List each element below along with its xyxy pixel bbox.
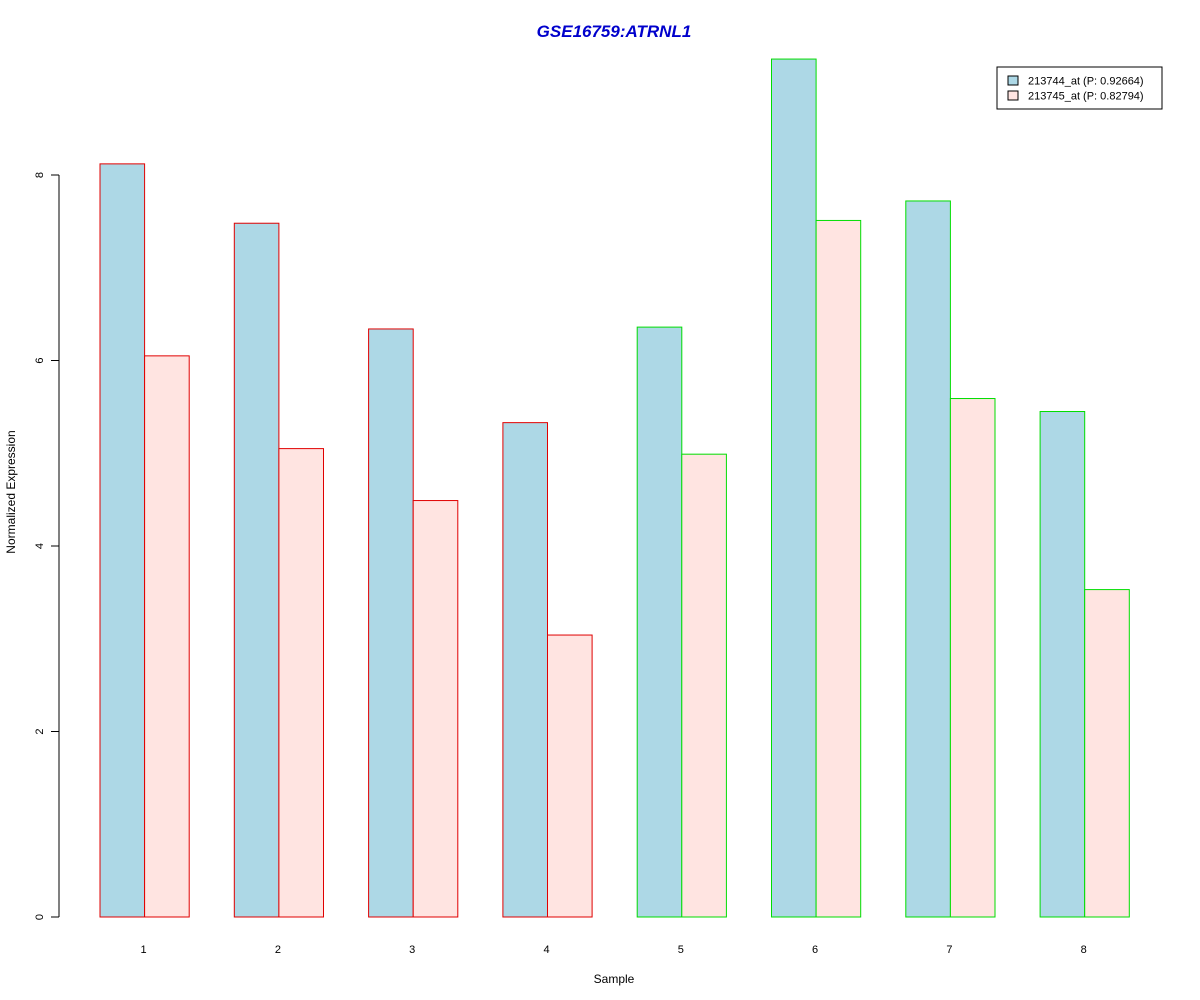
bar-sample-7-series-1 — [905, 200, 951, 918]
x-tick-label: 5 — [678, 944, 684, 956]
legend-label: 213745_at (P: 0.82794) — [1028, 91, 1144, 103]
x-tick-label: 4 — [543, 944, 549, 956]
bar-sample-4-series-1 — [502, 422, 548, 918]
bar-sample-1-series-1 — [99, 163, 146, 918]
bar-sample-3-series-1 — [368, 328, 414, 918]
x-tick-label: 2 — [275, 944, 281, 956]
y-tick-label: 2 — [34, 728, 46, 734]
x-tick-label: 3 — [409, 944, 415, 956]
bar-sample-5-series-1 — [636, 326, 683, 918]
bar-sample-6-series-2 — [815, 219, 862, 918]
y-tick-label: 4 — [34, 543, 46, 549]
x-tick-label: 7 — [946, 944, 952, 956]
y-axis-title: Normalized Expression — [4, 430, 18, 553]
x-tick-label: 1 — [141, 944, 147, 956]
bar-sample-7-series-2 — [949, 398, 996, 918]
x-tick-label: 6 — [812, 944, 818, 956]
legend-swatch — [1007, 75, 1019, 86]
y-tick-label: 6 — [34, 357, 46, 363]
y-axis: 0 2 4 6 8 — [34, 172, 60, 920]
chart-title: GSE16759:ATRNL1 — [537, 22, 692, 41]
bar-sample-5-series-2 — [681, 453, 727, 918]
bar-sample-6-series-1 — [771, 58, 817, 918]
bar-sample-1-series-2 — [144, 355, 190, 918]
x-axis-labels: 1 2 3 4 5 6 7 8 — [141, 944, 1087, 956]
x-tick-label: 8 — [1081, 944, 1087, 956]
bar-sample-8-series-2 — [1084, 589, 1130, 918]
bar-sample-2-series-2 — [278, 448, 324, 918]
legend: 213744_at (P: 0.92664) 213745_at (P: 0.82… — [996, 66, 1163, 110]
y-tick-label: 8 — [34, 172, 46, 178]
bar-sample-3-series-2 — [412, 500, 459, 918]
bar-sample-4-series-2 — [547, 634, 593, 918]
x-axis-title: Sample — [594, 972, 635, 986]
bar-sample-8-series-1 — [1039, 411, 1086, 918]
bars-group — [99, 58, 1130, 918]
legend-swatch — [1007, 90, 1019, 101]
legend-box — [996, 66, 1163, 110]
legend-label: 213744_at (P: 0.92664) — [1028, 76, 1144, 88]
bar-sample-2-series-1 — [233, 222, 280, 918]
y-tick-label: 0 — [34, 914, 46, 920]
